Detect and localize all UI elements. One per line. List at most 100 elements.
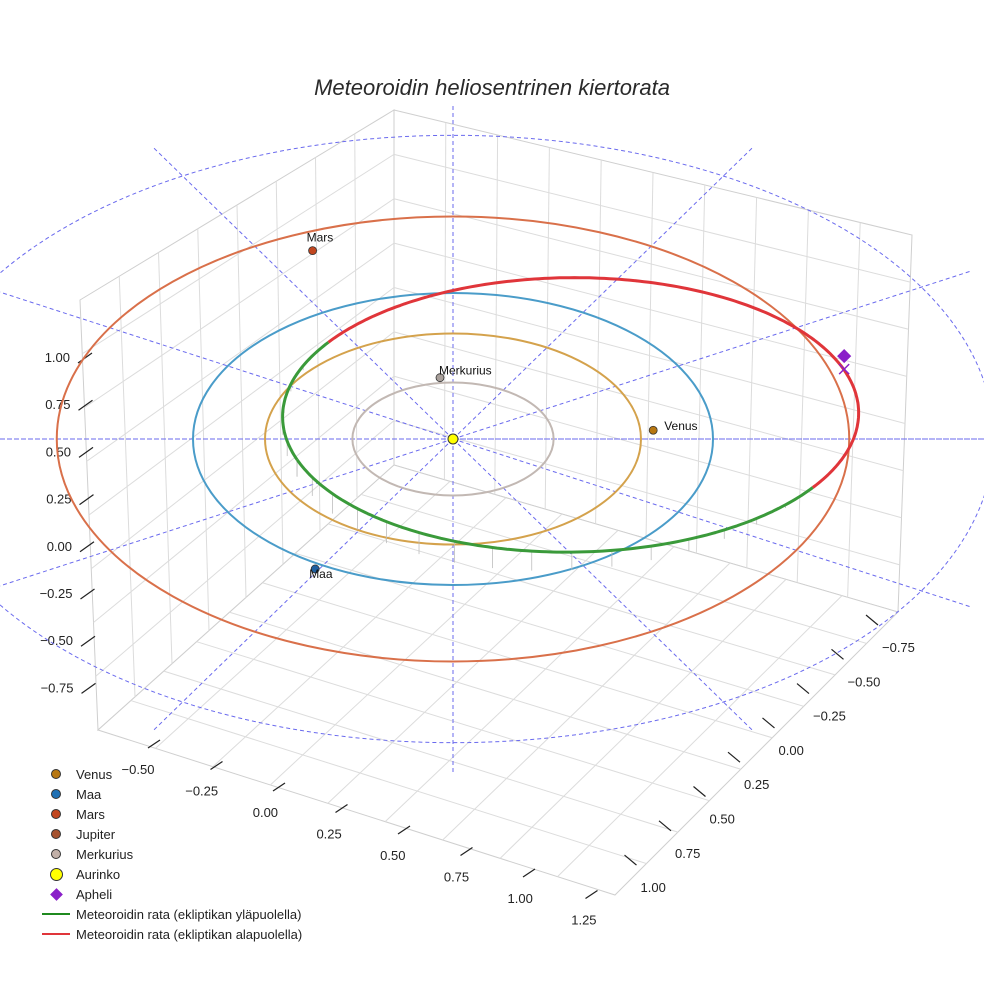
right-wall-hgrid [393, 375, 902, 519]
legend-item: Apheli [36, 884, 366, 904]
legend-item: Aurinko [36, 864, 366, 884]
planet-label-merkurius: Merkurius [439, 364, 492, 378]
left-wall-vgrid [275, 181, 284, 565]
z-tick-label: 0.00 [47, 539, 72, 554]
legend-swatch [36, 884, 76, 904]
y-tick-label: 0.00 [779, 743, 804, 758]
x-tick-mark [522, 868, 536, 878]
y-tick-label: −0.75 [882, 640, 915, 655]
x-tick-label: 0.00 [253, 805, 278, 820]
axis-box-gridlines [81, 122, 911, 878]
planet-label-mars: Mars [307, 231, 334, 245]
x-tick-mark [210, 761, 223, 770]
x-tick-mark [585, 890, 598, 899]
aphelion-projection-marker [838, 363, 850, 375]
z-tick-label: 1.00 [45, 350, 70, 365]
x-tick-mark [272, 782, 286, 792]
legend-swatch [36, 844, 76, 864]
x-tick-mark [147, 739, 161, 749]
z-tick-mark [81, 682, 96, 694]
y-tick-mark [624, 854, 637, 866]
z-tick-label: −0.75 [41, 680, 74, 695]
y-tick-label: 1.00 [641, 880, 666, 895]
y-tick-mark [831, 648, 844, 660]
floor-grid-a [163, 670, 679, 833]
legend-swatch [36, 864, 76, 884]
x-tick-label: 1.00 [508, 891, 533, 906]
floor-grid-b [327, 529, 619, 804]
orbit-mars [55, 215, 851, 663]
sun-marker [447, 433, 459, 445]
floor-grid-a [262, 582, 773, 739]
right-wall-hgrid [393, 198, 909, 330]
planet-label-maa: Maa [309, 567, 333, 581]
floor-grid-b [499, 578, 787, 859]
floor-grid-b [384, 546, 675, 823]
legend-swatch [36, 904, 76, 924]
axis-box-back-panels [79, 109, 913, 896]
floor-grid-b [557, 595, 843, 878]
legend-label: Venus [76, 766, 113, 782]
legend-item: Maa [36, 784, 366, 804]
legend-label: Jupiter [76, 826, 116, 842]
x-tick-label: 0.25 [316, 827, 341, 842]
x-tick-label: −0.25 [185, 784, 218, 799]
floor-grid-b [269, 513, 563, 786]
meteoroid-orbit-above [281, 341, 330, 461]
z-tick-label: −0.50 [40, 633, 73, 648]
legend-label: Maa [76, 786, 102, 802]
planet-marker-maa [310, 564, 320, 574]
x-tick-label: −0.50 [122, 762, 155, 777]
y-tick-mark [865, 614, 879, 626]
legend-item: Venus [36, 764, 366, 784]
z-tick-mark [80, 588, 95, 600]
planet-label-venus: Venus [664, 419, 697, 433]
z-tick-label: 0.75 [45, 397, 70, 412]
left-wall-hgrid [88, 287, 395, 516]
z-tick-label: −0.25 [40, 586, 73, 601]
x-tick-mark [335, 804, 348, 813]
y-tick-mark [727, 751, 741, 763]
x-tick-label: 1.25 [571, 913, 596, 928]
legend-swatch [36, 784, 76, 804]
y-tick-mark [658, 820, 672, 832]
right-wall-hgrid [393, 420, 900, 566]
right-wall-hgrid [393, 287, 906, 424]
legend-swatch [36, 804, 76, 824]
legend-item: Meteoroidin rata (ekliptikan yläpuolella… [36, 904, 366, 924]
y-tick-mark [796, 683, 810, 695]
planet-marker-venus [648, 425, 658, 435]
meteoroid-orbit [281, 276, 861, 554]
planet-marker-merkurius [435, 373, 445, 383]
y-tick-label: 0.50 [710, 812, 735, 827]
x-tick-label: 0.75 [444, 870, 469, 885]
z-tick-label: 0.25 [46, 492, 71, 507]
right-wall-hgrid [393, 242, 907, 377]
y-tick-mark [693, 786, 706, 797]
x-tick-mark [460, 847, 473, 856]
z-tick-mark [78, 399, 93, 411]
legend-swatch [36, 924, 76, 944]
left-wall-vgrid [354, 133, 358, 499]
legend-label: Mars [76, 806, 105, 822]
orbit-merkurius [351, 381, 555, 497]
legend-item: Merkurius [36, 844, 366, 864]
legend-label: Aurinko [76, 866, 121, 882]
orbit-venus [264, 332, 642, 546]
y-tick-label: 0.25 [744, 777, 769, 792]
right-wall-hgrid [393, 153, 911, 283]
y-tick-label: −0.25 [813, 709, 846, 724]
aphelion-marker [837, 349, 852, 364]
legend-label: Meteoroidin rata (ekliptikan yläpuolella… [76, 906, 302, 922]
floor-grid-b [442, 562, 731, 841]
y-tick-mark [762, 717, 775, 729]
floor-grid-a [229, 611, 741, 770]
chart-title: Meteoroidin heliosentrinen kiertorata [314, 75, 670, 100]
floor-grid-a [328, 523, 836, 676]
x-tick-mark [397, 825, 411, 835]
planet-orbits [55, 215, 851, 663]
legend-label: Merkurius [76, 846, 134, 862]
planet-markers: Mars Merkurius Venus Maa [307, 231, 852, 581]
left-wall-hgrid [93, 375, 395, 623]
left-wall-hgrid [90, 331, 395, 570]
